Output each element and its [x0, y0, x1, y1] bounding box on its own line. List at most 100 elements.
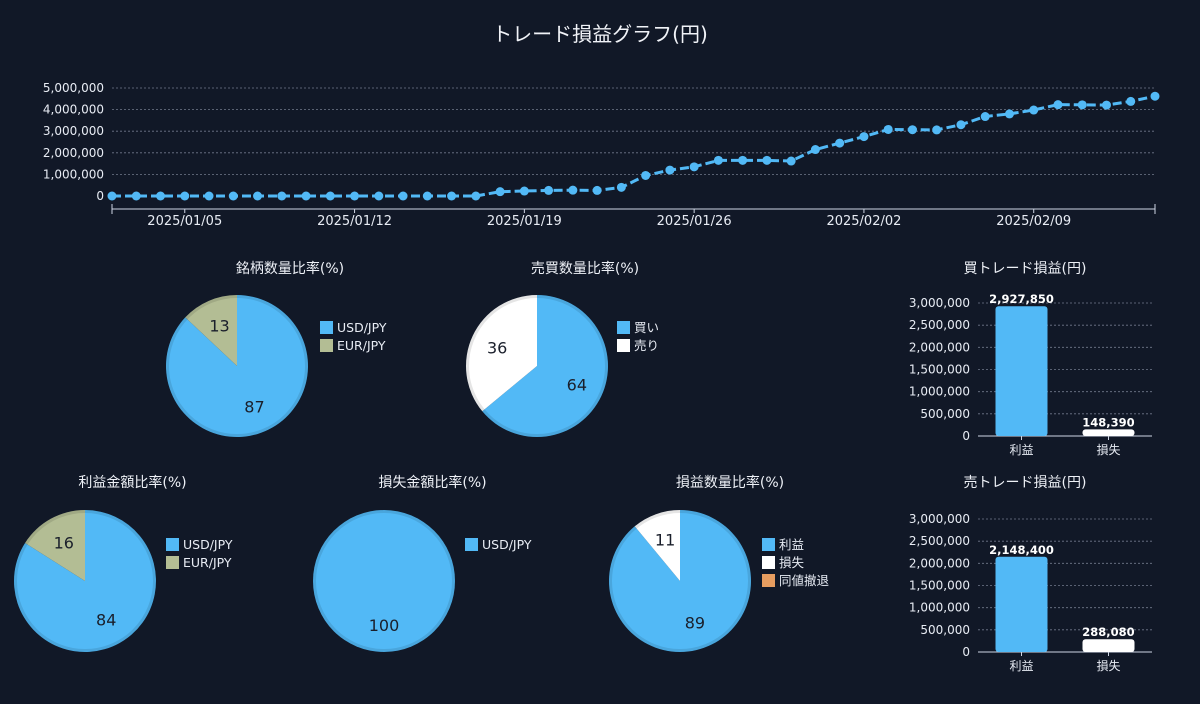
bar-y-tick-label: 1,000,000 [909, 601, 970, 615]
bar-y-tick-label: 3,000,000 [909, 512, 970, 526]
main-y-tick-label: 1,000,000 [43, 167, 104, 181]
pie-slice [465, 295, 537, 412]
pie-edge [609, 510, 751, 652]
pie-title-buy-sell-quantity: 売買数量比率(%) [530, 261, 640, 277]
main-data-point [544, 185, 554, 195]
legend-label: 売り [634, 338, 659, 353]
main-data-point [616, 182, 626, 192]
legend-label: EUR/JPY [183, 555, 232, 570]
legend-swatch [166, 538, 179, 551]
main-y-tick-label: 2,000,000 [43, 146, 104, 160]
pie-value-label: 89 [685, 613, 705, 632]
bar-y-tick-label: 2,500,000 [909, 318, 970, 332]
main-data-point [1053, 100, 1063, 110]
main-data-point [810, 145, 820, 155]
pie-value-label: 87 [244, 397, 264, 416]
pie-slice [25, 510, 85, 581]
pie-edge [313, 510, 455, 652]
bar-category-label: 利益 [1009, 443, 1033, 457]
pie-value-label: 16 [54, 533, 74, 552]
main-data-point [883, 124, 893, 134]
main-x-tick-label: 2025/02/02 [826, 214, 901, 229]
main-data-point [253, 191, 263, 201]
main-data-point [738, 155, 748, 165]
pie-title-pl-quantity: 損益数量比率(%) [675, 475, 785, 491]
main-data-point [859, 132, 869, 142]
main-x-tick-label: 2025/01/19 [487, 214, 562, 229]
main-data-point [156, 191, 166, 201]
main-y-tick-label: 5,000,000 [43, 81, 104, 95]
page-title: トレード損益グラフ(円) [492, 22, 708, 46]
legend-label: USD/JPY [337, 320, 387, 335]
main-data-point [519, 186, 529, 196]
main-x-tick-label: 2025/02/09 [996, 214, 1071, 229]
bar-y-tick-label: 0 [962, 645, 970, 659]
main-data-point [786, 156, 796, 166]
main-data-point [980, 112, 990, 122]
main-x-tick-label: 2025/01/12 [317, 214, 392, 229]
legend-swatch [617, 339, 630, 352]
pie-edge [166, 295, 308, 437]
main-data-point [1029, 105, 1039, 115]
main-data-point [592, 185, 602, 195]
legend-swatch [762, 538, 775, 551]
pie-slice [482, 295, 608, 437]
main-data-point [350, 191, 360, 201]
pie-slice [313, 510, 455, 652]
pie-slice [185, 295, 237, 366]
pie-title-profit-amount: 利益金額比率(%) [78, 475, 187, 491]
pie-value-label: 13 [209, 317, 229, 336]
main-data-point [1126, 96, 1136, 106]
main-data-point [1101, 100, 1111, 110]
main-data-point [325, 191, 335, 201]
pie-slice [634, 510, 680, 581]
bar-value-label: 288,080 [1082, 625, 1134, 639]
bar-y-tick-label: 1,000,000 [909, 385, 970, 399]
legend-swatch [762, 556, 775, 569]
main-data-point [762, 155, 772, 165]
main-data-point [447, 191, 457, 201]
pie-edge [14, 510, 156, 652]
pie-value-label: 100 [369, 616, 400, 635]
bar-category-label: 損失 [1096, 658, 1120, 673]
bar-rect [995, 556, 1048, 652]
legend-swatch [320, 321, 333, 334]
main-data-point [204, 191, 214, 201]
main-data-point [665, 165, 675, 175]
bar-title-buy-trade: 買トレード損益(円) [963, 261, 1087, 277]
main-x-tick-label: 2025/01/05 [147, 214, 222, 229]
main-data-point [1150, 91, 1160, 101]
main-data-point [568, 185, 578, 195]
legend-label: 利益 [779, 537, 804, 552]
pie-value-label: 64 [567, 376, 587, 395]
main-data-point [131, 191, 141, 201]
main-data-point [641, 170, 651, 180]
main-x-tick-label: 2025/01/26 [657, 214, 732, 229]
bar-y-tick-label: 2,000,000 [909, 340, 970, 354]
bar-category-label: 利益 [1009, 659, 1033, 673]
main-y-tick-label: 3,000,000 [43, 124, 104, 138]
bar-y-tick-label: 2,000,000 [909, 556, 970, 570]
bar-y-tick-label: 3,000,000 [909, 296, 970, 310]
legend-swatch [320, 339, 333, 352]
bar-y-tick-label: 2,500,000 [909, 534, 970, 548]
bar-y-tick-label: 1,500,000 [909, 363, 970, 377]
bar-y-tick-label: 1,500,000 [909, 579, 970, 593]
main-data-point [495, 187, 505, 197]
pie-title-loss-amount: 損失金額比率(%) [378, 475, 487, 491]
bar-title-sell-trade: 売トレード損益(円) [963, 475, 1087, 491]
bar-category-label: 損失 [1096, 442, 1120, 457]
main-data-point [932, 125, 942, 135]
main-data-point [107, 191, 117, 201]
legend-label: USD/JPY [482, 537, 532, 552]
pie-value-label: 84 [96, 611, 116, 630]
pie-title-symbol-quantity: 銘柄数量比率(%) [235, 261, 345, 277]
main-data-point [301, 191, 311, 201]
pie-value-label: 36 [487, 338, 507, 357]
legend-label: 損失 [779, 555, 805, 570]
main-y-tick-label: 4,000,000 [43, 103, 104, 117]
main-data-point [907, 125, 917, 135]
main-data-point [398, 191, 408, 201]
main-data-point [956, 120, 966, 130]
